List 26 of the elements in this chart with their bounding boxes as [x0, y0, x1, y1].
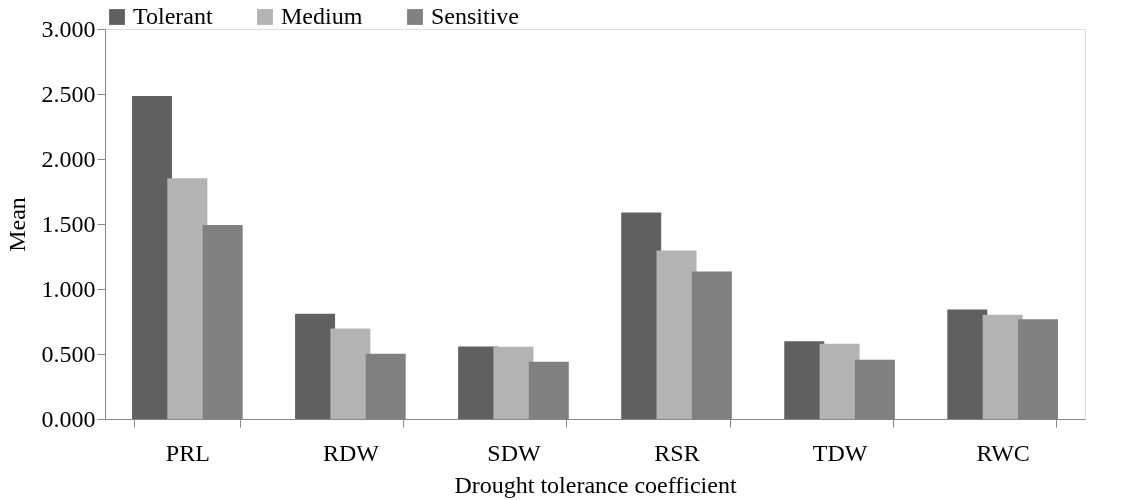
bar	[493, 346, 534, 419]
legend-label: Medium	[281, 3, 363, 29]
y-axis-title: Mean	[3, 197, 30, 252]
x-tick-label: RDW	[322, 439, 380, 466]
legend-label: Sensitive	[431, 3, 519, 29]
y-tick-label: 2.500	[41, 80, 96, 107]
bar	[947, 309, 988, 419]
bar	[784, 341, 825, 419]
y-tick-label: 1.500	[41, 210, 96, 237]
x-tick-label: PRL	[165, 439, 210, 466]
x-tick-label: RSR	[654, 439, 700, 466]
x-tick-label: SDW	[487, 439, 541, 466]
x-tick-label: RWC	[976, 439, 1030, 466]
y-tick-label: 2.000	[41, 145, 96, 172]
legend-label: Tolerant	[133, 3, 213, 29]
x-tick-label: TDW	[812, 439, 868, 466]
x-axis-title: Drought tolerance coefficient	[454, 471, 737, 498]
bar	[621, 212, 662, 419]
bar	[167, 178, 208, 419]
y-tick-label: 1.000	[41, 275, 96, 302]
y-tick-label: 0.000	[41, 405, 96, 432]
y-tick-label: 3.000	[41, 15, 96, 42]
bar	[819, 343, 860, 419]
bar	[132, 95, 173, 419]
y-tick-label: 0.500	[41, 340, 96, 367]
bar	[330, 328, 371, 419]
